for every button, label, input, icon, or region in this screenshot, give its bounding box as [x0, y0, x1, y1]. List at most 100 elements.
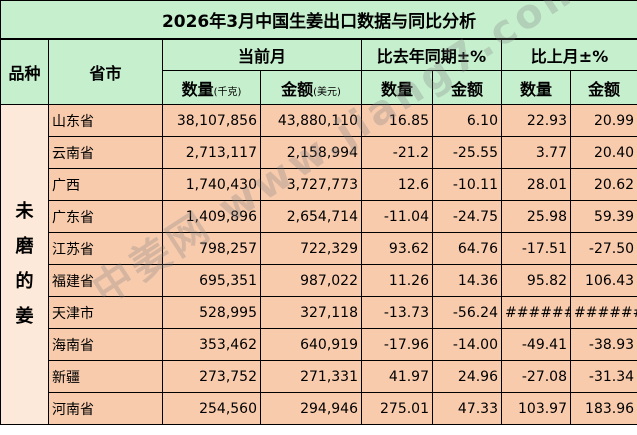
header-current-month: 当前月 [163, 39, 362, 71]
category-cell: 未磨的姜 [1, 105, 49, 425]
header-mom-qty: 数量 [502, 71, 571, 105]
qty-cell: 1,740,430 [163, 169, 261, 201]
mom-amt-cell: 20.40 [571, 137, 637, 169]
qty-cell: 2,713,117 [163, 137, 261, 169]
yoy-qty-cell: -21.2 [362, 137, 433, 169]
category-char: 的 [4, 272, 45, 292]
yoy-amt-cell: 14.36 [433, 265, 502, 297]
mom-amt-cell: 20.99 [571, 105, 637, 137]
yoy-amt-cell: -24.75 [433, 201, 502, 233]
yoy-qty-cell: 275.01 [362, 393, 433, 425]
yoy-amt-cell: -10.11 [433, 169, 502, 201]
province-cell: 广西 [49, 169, 163, 201]
yoy-qty-cell: 12.6 [362, 169, 433, 201]
province-cell: 山东省 [49, 105, 163, 137]
header-yoy: 比去年同期±% [362, 39, 502, 71]
table-row: 天津市528,995327,118-13.73-56.24###########… [1, 297, 637, 329]
mom-amt-cell: 59.39 [571, 201, 637, 233]
mom-qty-cell: 22.93 [502, 105, 571, 137]
header-amt-unit: (美元) [313, 87, 341, 98]
export-data-table: 2026年3月中国生姜出口数据与同比分析 品种 省市 当前月 比去年同期±% 比… [0, 0, 637, 425]
mom-qty-cell: -27.08 [502, 361, 571, 393]
province-cell: 广东省 [49, 201, 163, 233]
qty-cell: 38,107,856 [163, 105, 261, 137]
mom-qty-cell: 28.01 [502, 169, 571, 201]
mom-qty-cell: 3.77 [502, 137, 571, 169]
province-cell: 云南省 [49, 137, 163, 169]
amt-cell: 3,727,773 [261, 169, 362, 201]
amt-cell: 722,329 [261, 233, 362, 265]
mom-amt-cell: 106.43 [571, 265, 637, 297]
amt-cell: 294,946 [261, 393, 362, 425]
amt-cell: 271,331 [261, 361, 362, 393]
province-cell: 天津市 [49, 297, 163, 329]
qty-cell: 528,995 [163, 297, 261, 329]
qty-cell: 273,752 [163, 361, 261, 393]
header-province: 省市 [49, 39, 163, 105]
amt-cell: 2,654,714 [261, 201, 362, 233]
amt-cell: 327,118 [261, 297, 362, 329]
header-mom-amt: 金额 [571, 71, 637, 105]
category-char: 未 [4, 202, 45, 222]
amt-cell: 640,919 [261, 329, 362, 361]
header-amt: 金额(美元) [261, 71, 362, 105]
header-qty: 数量(千克) [163, 71, 261, 105]
yoy-amt-cell: 47.33 [433, 393, 502, 425]
mom-amt-cell: -38.93 [571, 329, 637, 361]
mom-qty-cell: 95.82 [502, 265, 571, 297]
amt-cell: 987,022 [261, 265, 362, 297]
header-yoy-qty: 数量 [362, 71, 433, 105]
mom-amt-cell: -27.50 [571, 233, 637, 265]
qty-cell: 695,351 [163, 265, 261, 297]
amt-cell: 43,880,110 [261, 105, 362, 137]
province-cell: 河南省 [49, 393, 163, 425]
mom-qty-cell: 103.97 [502, 393, 571, 425]
qty-cell: 353,462 [163, 329, 261, 361]
yoy-amt-cell: -56.24 [433, 297, 502, 329]
yoy-qty-cell: 93.62 [362, 233, 433, 265]
header-category: 品种 [1, 39, 49, 105]
yoy-amt-cell: -14.00 [433, 329, 502, 361]
mom-qty-cell: ######## [502, 297, 571, 329]
header-yoy-amt: 金额 [433, 71, 502, 105]
header-qty-unit: (千克) [214, 87, 242, 98]
mom-qty-cell: -17.51 [502, 233, 571, 265]
mom-amt-cell: 183.96 [571, 393, 637, 425]
yoy-amt-cell: 6.10 [433, 105, 502, 137]
mom-amt-cell: -31.34 [571, 361, 637, 393]
mom-qty-cell: -49.41 [502, 329, 571, 361]
province-cell: 江苏省 [49, 233, 163, 265]
qty-cell: 254,560 [163, 393, 261, 425]
province-cell: 海南省 [49, 329, 163, 361]
yoy-amt-cell: 24.96 [433, 361, 502, 393]
header-mom: 比上月±% [502, 39, 637, 71]
yoy-amt-cell: 64.76 [433, 233, 502, 265]
province-cell: 福建省 [49, 265, 163, 297]
category-char: 磨 [4, 237, 45, 257]
qty-cell: 798,257 [163, 233, 261, 265]
amt-cell: 2,158,994 [261, 137, 362, 169]
table-title: 2026年3月中国生姜出口数据与同比分析 [1, 1, 637, 39]
yoy-qty-cell: -13.73 [362, 297, 433, 329]
mom-qty-cell: 25.98 [502, 201, 571, 233]
yoy-qty-cell: -17.96 [362, 329, 433, 361]
category-char: 姜 [4, 307, 45, 327]
yoy-amt-cell: -25.55 [433, 137, 502, 169]
mom-amt-cell: 20.62 [571, 169, 637, 201]
mom-amt-cell: ######## [571, 297, 637, 329]
yoy-qty-cell: 11.26 [362, 265, 433, 297]
province-cell: 新疆 [49, 361, 163, 393]
yoy-qty-cell: 41.97 [362, 361, 433, 393]
yoy-qty-cell: 16.85 [362, 105, 433, 137]
yoy-qty-cell: -11.04 [362, 201, 433, 233]
qty-cell: 1,409,896 [163, 201, 261, 233]
